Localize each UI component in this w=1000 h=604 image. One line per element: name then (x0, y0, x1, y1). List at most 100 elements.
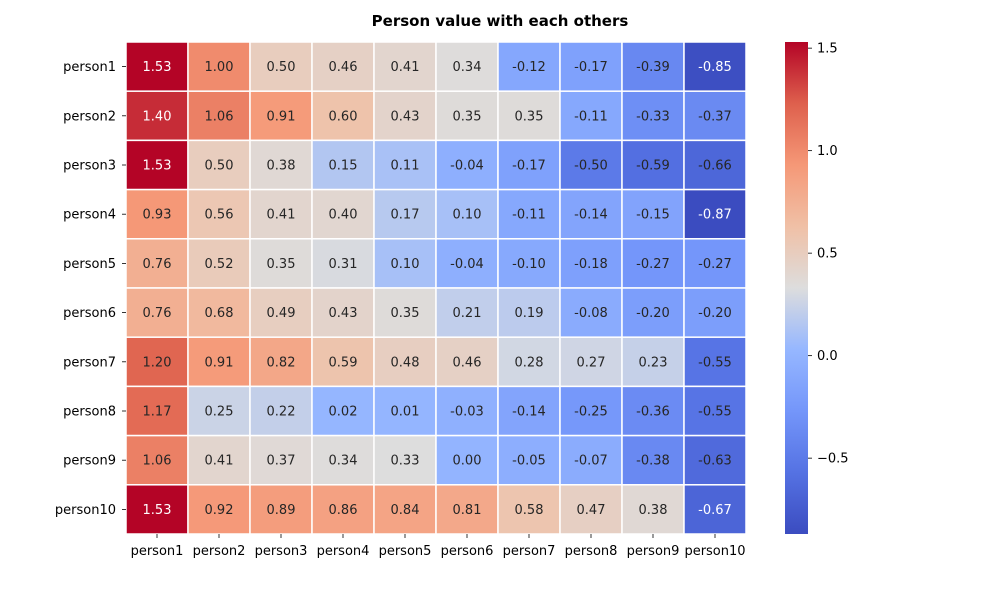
heatmap-cell (187, 238, 251, 289)
heatmap-cell (497, 238, 561, 289)
cell-value-label: 0.58 (515, 503, 544, 518)
cell-value-label: -0.55 (698, 355, 732, 370)
colorbar-tick-label: −0.5 (817, 452, 849, 467)
cell-value-label: -0.36 (636, 405, 670, 420)
heatmap-cell (311, 287, 375, 338)
y-tick-label: person1 (63, 60, 116, 75)
cell-value-label: 0.59 (329, 355, 358, 370)
cell-value-label: 0.46 (329, 60, 358, 75)
heatmap-cell (683, 238, 747, 289)
heatmap-cell (125, 287, 189, 338)
cell-value-label: 0.31 (329, 257, 358, 272)
cell-value-label: -0.55 (698, 405, 732, 420)
heatmap-cell (373, 238, 437, 289)
heatmap-cell (373, 287, 437, 338)
cell-value-label: -0.14 (574, 208, 608, 223)
heatmap-cell (559, 434, 623, 486)
cell-value-label: 0.35 (391, 306, 420, 321)
heatmap-cell (621, 139, 685, 191)
cell-value-label: 0.02 (329, 405, 358, 420)
heatmap-cell (249, 287, 313, 338)
heatmap-cell (373, 385, 437, 437)
cell-value-label: 0.93 (143, 208, 172, 223)
heatmap-cell (497, 336, 561, 388)
cell-value-label: -0.63 (698, 454, 732, 469)
cell-value-label: 0.91 (267, 109, 296, 124)
heatmap-cell (435, 385, 499, 437)
cell-value-label: -0.50 (574, 159, 608, 174)
x-tick-label: person4 (317, 544, 370, 559)
cell-value-label: 0.11 (391, 159, 420, 174)
y-tick-label: person10 (55, 503, 116, 518)
heatmap-cell (187, 90, 251, 142)
x-tick-label: person1 (131, 544, 184, 559)
cell-value-label: 0.38 (639, 503, 668, 518)
heatmap-cell (559, 484, 623, 535)
heatmap-cell (683, 484, 747, 535)
cell-value-label: -0.17 (512, 159, 546, 174)
cell-value-label: 1.53 (143, 60, 172, 75)
y-tick-label: person4 (63, 208, 116, 223)
colorbar-tick-label: 1.5 (817, 42, 838, 57)
heatmap-cell (497, 90, 561, 142)
cell-value-label: 0.48 (391, 355, 420, 370)
cell-value-label: 1.53 (143, 159, 172, 174)
colorbar-tick-label: 0.5 (817, 247, 838, 262)
cell-value-label: -0.66 (698, 159, 732, 174)
cell-value-label: 0.23 (639, 355, 668, 370)
cell-value-label: 0.47 (577, 503, 606, 518)
cell-value-label: -0.04 (450, 257, 484, 272)
cell-value-label: 0.19 (515, 306, 544, 321)
heatmap-cell (311, 90, 375, 142)
heatmap-cell (621, 385, 685, 437)
cell-value-label: 0.82 (267, 355, 296, 370)
heatmap-cell (435, 41, 499, 92)
cell-value-label: 0.46 (453, 355, 482, 370)
cell-value-label: -0.04 (450, 159, 484, 174)
cell-value-label: 0.22 (267, 405, 296, 420)
heatmap-cell (621, 90, 685, 142)
x-tick-label: person5 (379, 544, 432, 559)
cell-value-label: 0.34 (329, 454, 358, 469)
heatmap-cell (621, 484, 685, 535)
y-tick-label: person8 (63, 405, 116, 420)
heatmap-cell (187, 139, 251, 191)
y-tick-label: person5 (63, 257, 116, 272)
heatmap-cell (435, 287, 499, 338)
cell-value-label: -0.03 (450, 405, 484, 420)
cell-value-label: -0.87 (698, 208, 732, 223)
heatmap-cell (683, 336, 747, 388)
cell-value-label: -0.14 (512, 405, 546, 420)
heatmap-cell (373, 434, 437, 486)
heatmap-cell (559, 41, 623, 92)
cell-value-label: 1.06 (205, 109, 234, 124)
cell-value-label: 0.76 (143, 257, 172, 272)
cell-value-label: -0.25 (574, 405, 608, 420)
cell-value-label: 0.49 (267, 306, 296, 321)
cell-value-label: 0.40 (329, 208, 358, 223)
cell-value-label: 1.00 (205, 60, 234, 75)
y-tick-label: person9 (63, 454, 116, 469)
cell-value-label: -0.85 (698, 60, 732, 75)
heatmap-cell (559, 139, 623, 191)
heatmap-cell (497, 188, 561, 240)
cell-value-label: -0.33 (636, 109, 670, 124)
cell-value-label: -0.67 (698, 503, 732, 518)
cell-value-label: 0.84 (391, 503, 420, 518)
cell-value-label: -0.27 (636, 257, 670, 272)
cell-value-label: 0.28 (515, 355, 544, 370)
x-tick-label: person6 (441, 544, 494, 559)
cell-value-label: -0.17 (574, 60, 608, 75)
heatmap-cell (435, 336, 499, 388)
heatmap-cell (311, 336, 375, 388)
colorbar-tick-label: 0.0 (817, 349, 838, 364)
cell-value-label: -0.07 (574, 454, 608, 469)
x-tick-labels: person1 person2 person3 person4 person5 perso… (131, 534, 746, 559)
cell-value-label: 0.60 (329, 109, 358, 124)
cell-value-label: 0.01 (391, 405, 420, 420)
heatmap-cell (435, 188, 499, 240)
cell-value-label: 0.37 (267, 454, 296, 469)
cell-value-label: 0.25 (205, 405, 234, 420)
cell-value-label: -0.05 (512, 454, 546, 469)
heatmap-cell (187, 434, 251, 486)
